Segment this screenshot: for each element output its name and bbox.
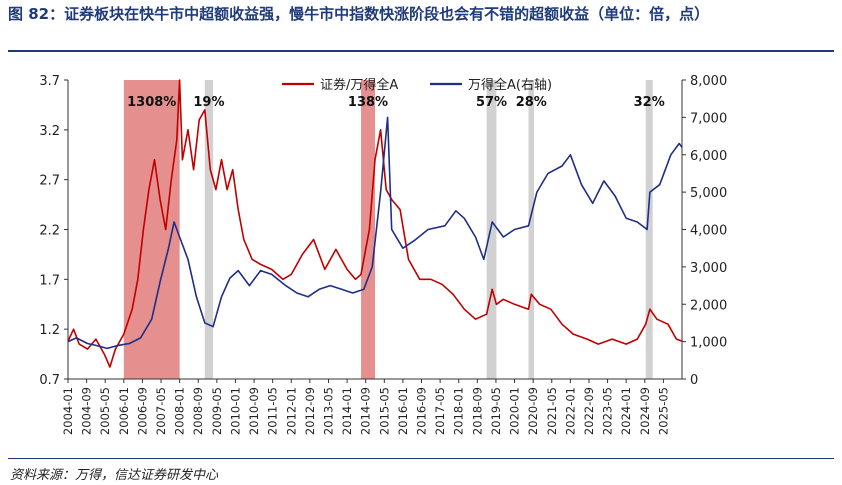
highlight-band-3	[486, 80, 497, 379]
band-label: 57%	[476, 95, 507, 110]
legend-label: 证券/万得全A	[320, 77, 398, 93]
x-tick-label: 2024-01	[619, 387, 633, 435]
series-line-securities-ratio	[67, 79, 683, 368]
x-tick-label: 2012-01	[284, 387, 298, 435]
title-underline	[8, 50, 834, 52]
right-tick-label: 8,000	[690, 74, 727, 89]
right-tick-label: 6,000	[690, 149, 727, 164]
right-tick-label: 1,000	[690, 336, 727, 351]
x-tick-label: 2014-01	[340, 387, 354, 435]
x-tick-label: 2020-09	[526, 387, 540, 435]
x-tick-label: 2007-05	[154, 387, 168, 435]
x-tick-label: 2009-05	[210, 387, 224, 435]
x-tick-label: 2018-01	[452, 387, 466, 435]
x-tick-label: 2023-05	[601, 387, 615, 435]
band-label: 28%	[516, 95, 547, 110]
x-tick-label: 2018-09	[470, 387, 484, 435]
x-tick-label: 2017-05	[433, 387, 447, 435]
x-tick-label: 2025-05	[656, 387, 670, 435]
x-tick-label: 2005-05	[98, 387, 112, 435]
x-tick-label: 2006-09	[135, 387, 149, 435]
band-label: 32%	[634, 95, 665, 110]
highlight-band-0	[123, 80, 180, 379]
x-tick-label: 2004-01	[61, 387, 75, 435]
x-tick-label: 2013-05	[321, 387, 335, 435]
left-tick-label: 1.7	[39, 273, 60, 288]
left-tick-label: 3.2	[39, 124, 60, 139]
x-tick-label: 2015-05	[377, 387, 391, 435]
band-label: 138%	[348, 95, 388, 110]
x-tick-label: 2022-09	[582, 387, 596, 435]
x-tick-label: 2006-01	[117, 387, 131, 435]
left-tick-label: 0.7	[39, 373, 60, 388]
highlight-band-5	[645, 80, 653, 379]
x-tick-label: 2014-09	[359, 387, 373, 435]
x-tick-label: 2020-01	[508, 387, 522, 435]
x-tick-label: 2021-05	[545, 387, 559, 435]
series-line-wind-all-a	[67, 116, 683, 350]
band-label: 19%	[193, 95, 224, 110]
left-tick-label: 2.7	[39, 174, 60, 189]
x-tick-label: 2012-09	[303, 387, 317, 435]
legend-label: 万得全A(右轴)	[468, 77, 552, 93]
left-tick-label: 2.2	[39, 224, 60, 239]
x-tick-label: 2008-01	[173, 387, 187, 435]
x-tick-label: 2016-09	[415, 387, 429, 435]
right-tick-label: 3,000	[690, 261, 727, 276]
x-tick-label: 2008-09	[191, 387, 205, 435]
right-tick-label: 4,000	[690, 224, 727, 239]
source-divider	[8, 458, 834, 459]
x-tick-label: 2004-09	[80, 387, 94, 435]
left-tick-label: 3.7	[39, 74, 60, 89]
chart-title: 图 82：证券板块在快牛市中超额收益强，慢牛市中指数快涨阶段也会有不错的超额收益…	[8, 5, 710, 23]
highlight-band-2	[361, 80, 375, 379]
left-tick-label: 1.2	[39, 323, 60, 338]
x-tick-label: 2010-09	[247, 387, 261, 435]
right-tick-label: 0	[690, 373, 698, 388]
right-tick-label: 2,000	[690, 298, 727, 313]
x-tick-label: 2010-01	[228, 387, 242, 435]
right-tick-label: 7,000	[690, 111, 727, 126]
highlight-band-1	[204, 80, 214, 379]
x-tick-label: 2016-01	[396, 387, 410, 435]
right-tick-label: 5,000	[690, 186, 727, 201]
x-tick-label: 2011-05	[266, 387, 280, 435]
x-tick-label: 2024-09	[638, 387, 652, 435]
x-tick-label: 2022-01	[563, 387, 577, 435]
source-note: 资料来源：万得，信达证券研发中心	[10, 468, 219, 483]
highlight-band-4	[528, 80, 535, 379]
x-tick-label: 2019-05	[489, 387, 503, 435]
band-label: 1308%	[127, 95, 176, 110]
